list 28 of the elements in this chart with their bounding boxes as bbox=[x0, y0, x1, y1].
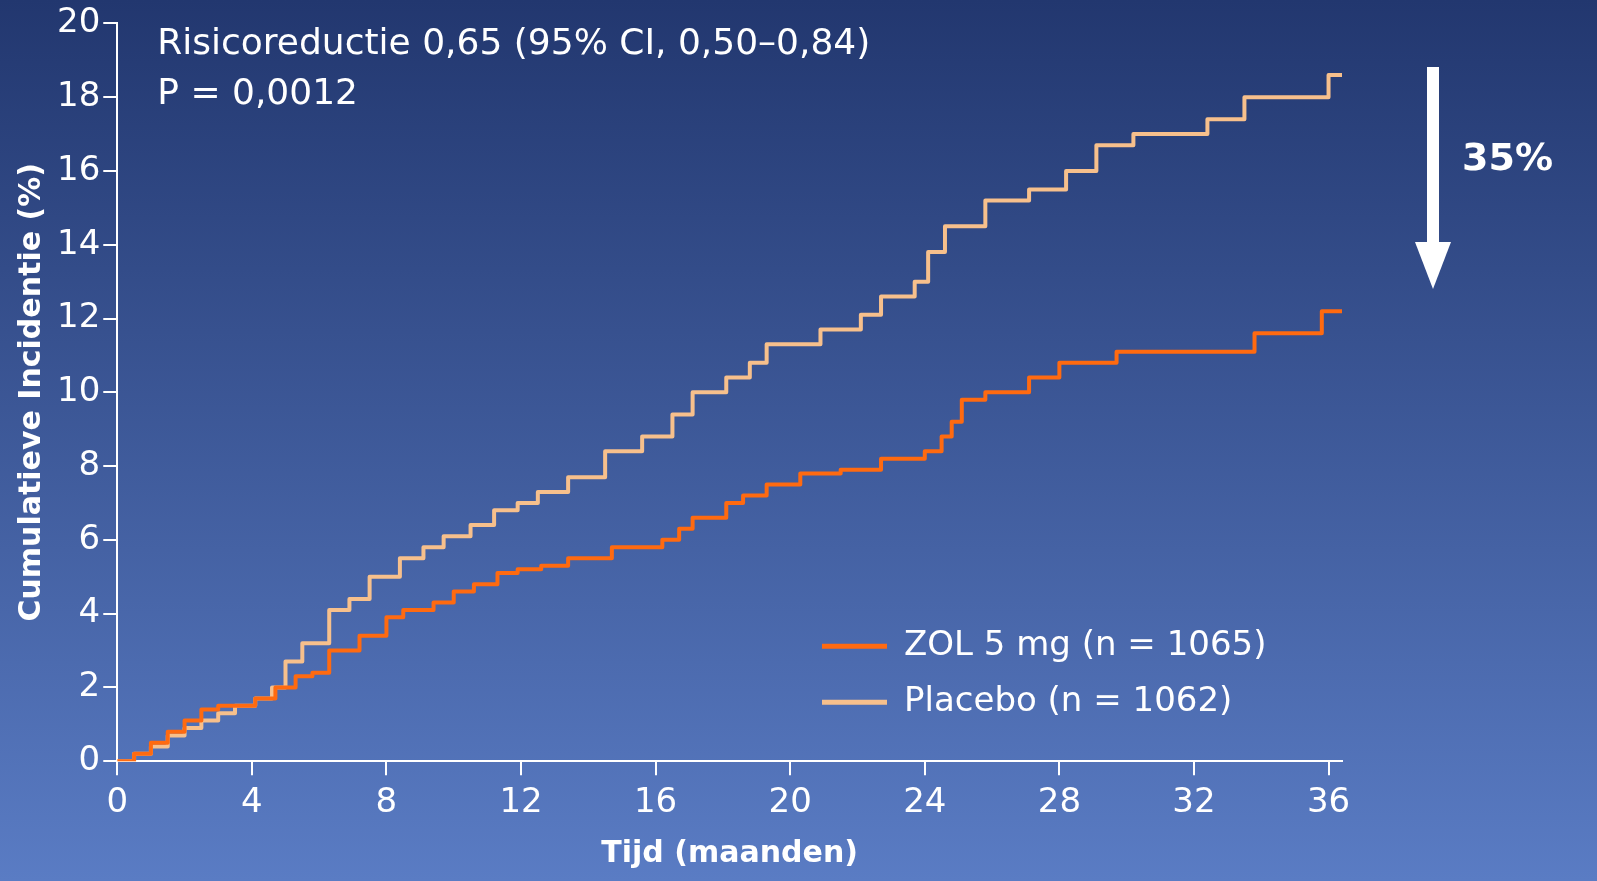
x-tick-label: 12 bbox=[499, 780, 543, 821]
x-tick-label: 0 bbox=[106, 780, 129, 821]
x-tick-label: 20 bbox=[768, 780, 812, 821]
y-tick-label: 8 bbox=[78, 442, 101, 483]
y-tick-label: 4 bbox=[78, 590, 101, 631]
y-tick-label: 6 bbox=[78, 516, 101, 557]
y-tick-label: 14 bbox=[57, 221, 101, 262]
y-tick-label: 20 bbox=[57, 0, 101, 41]
y-tick-label: 10 bbox=[57, 369, 101, 410]
x-tick-label: 36 bbox=[1306, 780, 1351, 821]
x-tick-label: 28 bbox=[1037, 780, 1081, 821]
y-tick-label: 2 bbox=[78, 664, 101, 705]
y-tick-label: 0 bbox=[78, 738, 101, 779]
x-tick-label: 8 bbox=[375, 780, 398, 821]
annotation: Risicoreductie 0,65 (95% CI, 0,50–0,84) bbox=[157, 21, 871, 63]
y-tick-label: 12 bbox=[57, 295, 101, 336]
x-tick-label: 16 bbox=[633, 780, 678, 821]
x-tick-label: 32 bbox=[1172, 780, 1216, 821]
text: 35% bbox=[1462, 134, 1553, 179]
annotation: P = 0,0012 bbox=[157, 71, 358, 113]
x-axis-title: Tijd (maanden) bbox=[601, 833, 858, 869]
legend-label: ZOL 5 mg (n = 1065) bbox=[904, 623, 1267, 664]
y-axis-title: Cumulatieve Incidentie (%) bbox=[11, 163, 47, 622]
legend-label: Placebo (n = 1062) bbox=[904, 679, 1233, 720]
x-tick-label: 24 bbox=[903, 780, 947, 821]
y-tick-label: 18 bbox=[57, 74, 101, 115]
y-tick-label: 16 bbox=[57, 147, 101, 188]
x-tick-label: 4 bbox=[241, 780, 263, 821]
